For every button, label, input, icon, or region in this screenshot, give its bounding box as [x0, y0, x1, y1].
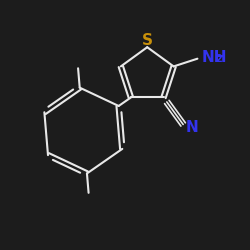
Text: N: N: [186, 120, 199, 135]
Text: 2: 2: [215, 54, 222, 64]
Text: NH: NH: [202, 50, 227, 65]
Text: S: S: [142, 33, 153, 48]
